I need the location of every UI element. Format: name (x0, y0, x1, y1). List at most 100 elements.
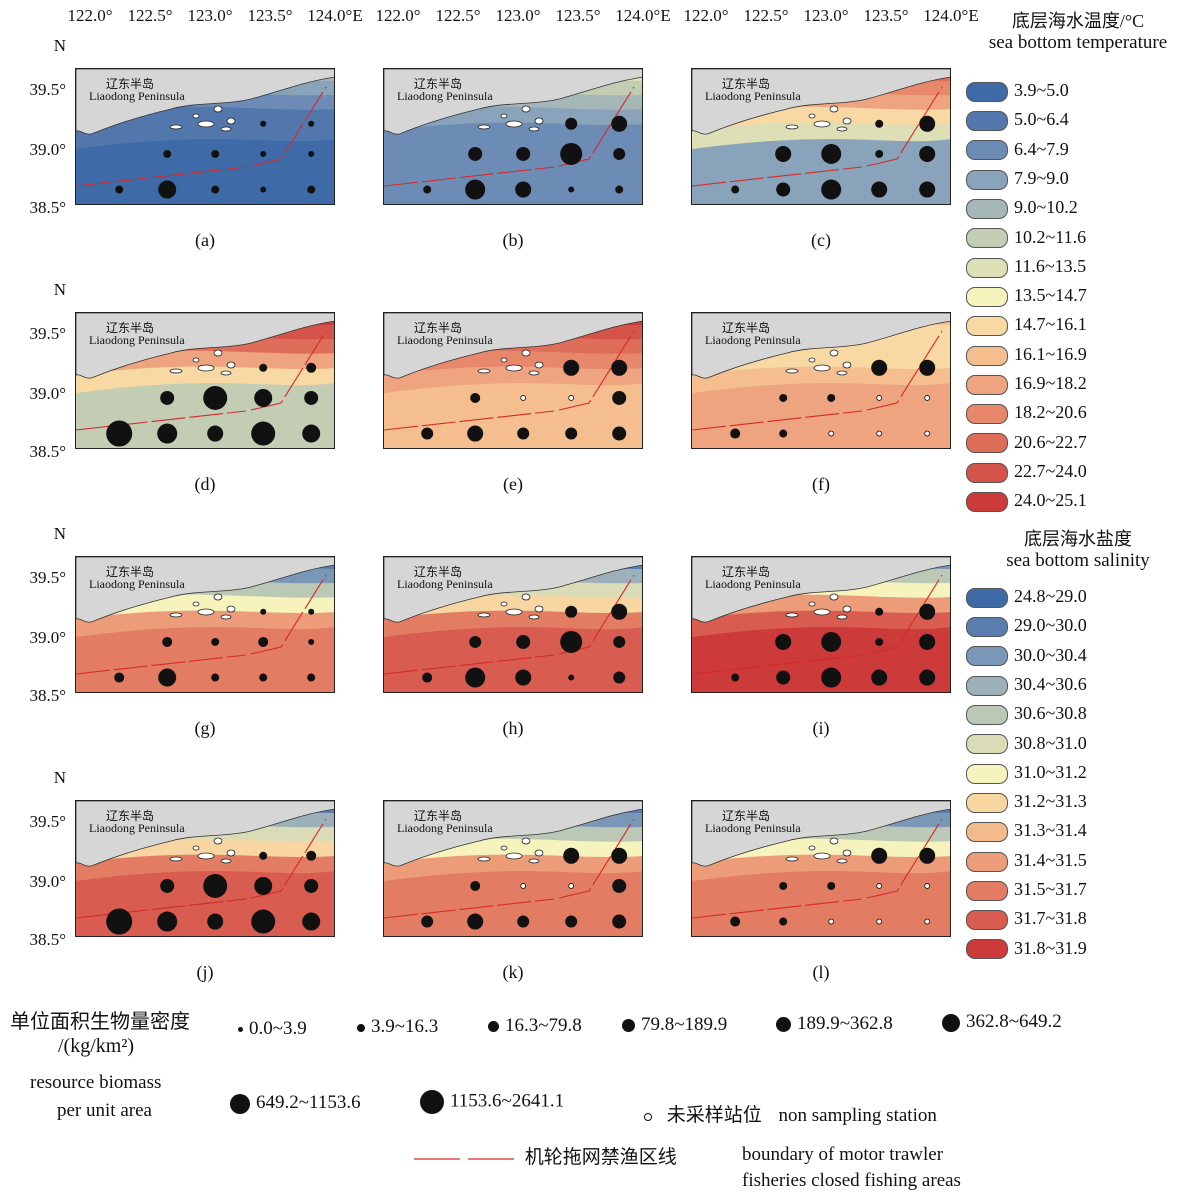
station-marker (821, 179, 842, 200)
station-marker (731, 673, 740, 682)
station-marker (468, 146, 483, 161)
station-marker (158, 180, 177, 199)
temperature-legend-title: 底层海水温度/°C sea bottom temperature (968, 10, 1188, 54)
legend-item: 24.8~29.0 (966, 586, 1087, 608)
map-panel: 辽东半岛 Liaodong Peninsula (691, 556, 951, 693)
station-marker (919, 847, 936, 864)
legend-swatch (966, 646, 1008, 667)
island (842, 849, 852, 857)
station-marker (779, 881, 788, 890)
peninsula-label-cn: 辽东半岛 (722, 321, 771, 335)
panel-label: (j) (196, 962, 214, 982)
legend-swatch (966, 433, 1008, 454)
legend-item: 13.5~14.7 (966, 285, 1087, 307)
island (836, 126, 848, 132)
peninsula-label-en: Liaodong Peninsula (705, 577, 801, 591)
boundary-en-1: boundary of motor trawler (742, 1144, 944, 1165)
station-marker (875, 637, 884, 646)
boundary-line (384, 818, 635, 919)
legend-swatch (966, 675, 1008, 696)
island (829, 593, 839, 601)
non-sampling-station (520, 395, 527, 401)
land-area (76, 801, 334, 867)
biomass-class-label: 0.0~3.9 (249, 1017, 307, 1039)
boundary-line (76, 86, 327, 187)
station-marker (106, 420, 133, 447)
station-marker (565, 117, 578, 130)
biomass-class-label: 79.8~189.9 (641, 1013, 728, 1035)
non-sampling-station (924, 918, 931, 925)
station-marker (308, 638, 315, 645)
island (808, 113, 816, 119)
station-marker (611, 359, 628, 376)
legend-item: 9.0~10.2 (966, 197, 1078, 220)
legend-item: 3.9~5.0 (966, 80, 1069, 102)
station-marker (163, 149, 172, 158)
legend-swatch (966, 792, 1008, 813)
legend-swatch (966, 404, 1008, 425)
lat-tick: 39.0° (29, 872, 66, 891)
lon-tick: 122.5° (435, 6, 481, 25)
station-marker (516, 146, 531, 161)
peninsula-label-en: Liaodong Peninsula (89, 821, 185, 835)
legend-label: 13.5~14.7 (1014, 285, 1087, 306)
station-marker (776, 182, 791, 197)
legend-label: 30.0~30.4 (1014, 644, 1087, 665)
station-marker (251, 421, 276, 446)
island (528, 614, 540, 620)
legend-item: 11.6~13.5 (966, 256, 1086, 278)
island (534, 849, 544, 857)
island (197, 364, 215, 372)
lon-tick: 124.0°E (923, 6, 979, 25)
boundary-cn: 机轮拖网禁渔区线 (524, 1147, 677, 1168)
panel-label: (c) (811, 230, 831, 250)
island (500, 357, 508, 363)
peninsula-label-cn: 辽东半岛 (722, 77, 771, 91)
legend-item: 31.5~31.7 (966, 879, 1087, 901)
land-area (692, 69, 950, 135)
legend-item: 14.7~16.1 (966, 314, 1087, 337)
panel-label: (d) (194, 474, 216, 494)
island (169, 124, 183, 130)
lon-tick: 123.0° (495, 6, 541, 25)
legend-swatch (966, 111, 1008, 132)
map-svg (76, 557, 334, 692)
biomass-class: 1153.6~2641.1 (420, 1090, 564, 1114)
boundary-en-2: fisheries closed fishing areas (742, 1170, 961, 1191)
map-svg (692, 801, 950, 936)
station-marker (565, 427, 578, 440)
island (528, 126, 540, 132)
biomass-class-label: 16.3~79.8 (505, 1014, 582, 1036)
island (842, 361, 852, 369)
station-marker (211, 185, 220, 194)
station-marker (560, 630, 583, 653)
island (220, 614, 232, 620)
legend-swatch (966, 851, 1008, 872)
lon-tick: 124.0°E (307, 6, 363, 25)
legend-swatch (966, 374, 1008, 395)
island (169, 612, 183, 618)
island (477, 368, 491, 374)
island (477, 856, 491, 862)
biomass-title-en-2: per unit area (57, 1100, 152, 1121)
map-panel: 辽东半岛 Liaodong Peninsula (75, 68, 335, 205)
station-marker (568, 186, 575, 193)
station-marker (467, 425, 484, 442)
station-marker (259, 851, 268, 860)
legend-label: 31.2~31.3 (1014, 791, 1087, 812)
biomass-class: 189.9~362.8 (776, 1013, 893, 1035)
station-marker (615, 185, 624, 194)
boundary-line (692, 86, 943, 187)
station-marker (302, 424, 321, 443)
station-marker (260, 120, 267, 127)
station-marker (304, 390, 319, 405)
non-sampling-legend: 未采样站位 non sampling station (644, 1100, 937, 1127)
station-marker (260, 186, 267, 193)
boundary-line (692, 574, 943, 675)
station-marker (211, 637, 220, 646)
lat-tick: 38.5° (29, 442, 66, 461)
station-marker (157, 911, 178, 932)
lon-tick: 123.5° (247, 6, 293, 25)
non-sampling-station (568, 883, 575, 889)
legend-swatch (966, 587, 1008, 608)
